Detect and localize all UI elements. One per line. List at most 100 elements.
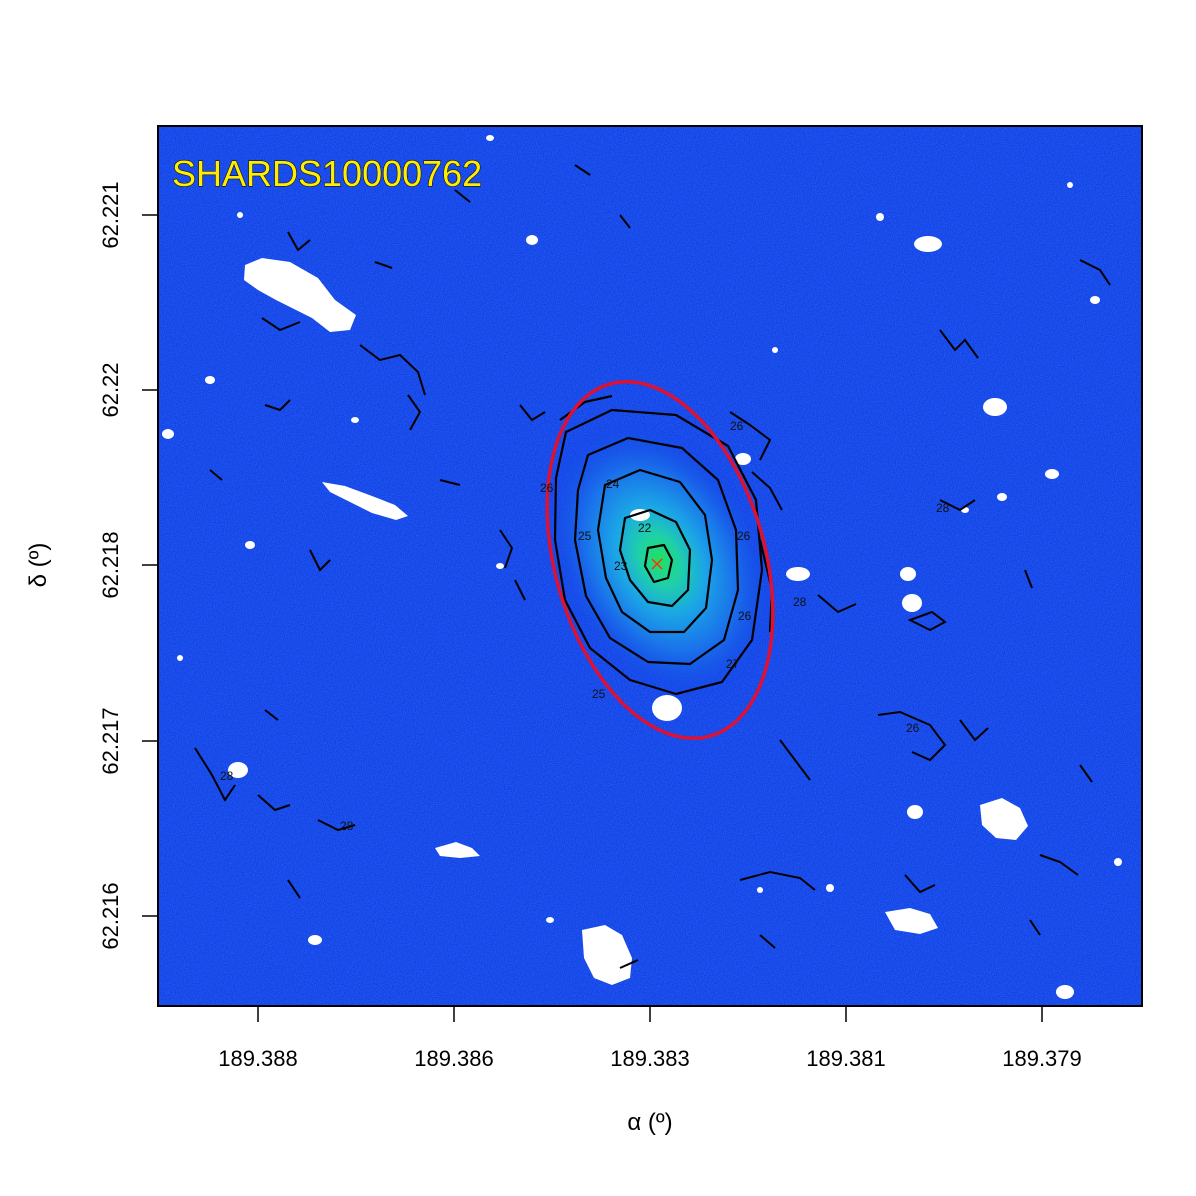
masked-region	[435, 842, 480, 858]
contour-label: 28	[340, 819, 354, 833]
masked-regions	[162, 135, 1122, 999]
contour-fragment	[759, 934, 776, 949]
masked-region	[757, 887, 763, 893]
masked-region	[546, 917, 554, 923]
contour-fragment	[1079, 764, 1093, 783]
x-tick-label: 189.381	[806, 1046, 886, 1071]
contour-label: 26	[906, 721, 920, 735]
contour-fragment	[817, 594, 857, 614]
masked-region	[237, 212, 243, 218]
contour-fragment	[257, 794, 291, 812]
masked-region	[177, 655, 183, 661]
masked-region	[885, 908, 938, 934]
contour-fragment	[877, 710, 947, 762]
masked-region	[772, 347, 778, 353]
contour-fragment	[359, 344, 426, 396]
masked-region	[1067, 182, 1073, 188]
masked-region	[876, 213, 884, 221]
masked-region	[902, 594, 922, 612]
contour-label: 28	[793, 595, 807, 609]
contour-fragment	[729, 411, 772, 461]
x-axis: 189.388 189.386 189.383 189.381 189.379 …	[218, 1005, 1082, 1136]
x-tick-label: 189.379	[1002, 1046, 1082, 1071]
contour-fragment	[1024, 569, 1033, 589]
aperture-ellipse	[545, 379, 775, 741]
masked-region	[907, 805, 923, 819]
contour-fragment	[407, 394, 422, 431]
contour-fragment	[739, 870, 816, 891]
contour-line	[553, 408, 764, 696]
contour-fragment	[907, 610, 947, 632]
contour-fragment	[499, 529, 514, 569]
contour-fragment	[619, 214, 631, 229]
contour-label: 23	[614, 559, 628, 573]
x-tick-label: 189.383	[610, 1046, 690, 1071]
masked-region	[1090, 296, 1100, 304]
contour-fragment	[939, 329, 979, 359]
masked-region	[826, 884, 834, 892]
contour-fragment	[939, 499, 976, 512]
contour-fragment	[1039, 854, 1079, 876]
contour-label: 25	[592, 687, 606, 701]
contour-fragment	[209, 469, 223, 481]
contour-fragment	[779, 739, 811, 781]
y-tick-label: 62.217	[98, 707, 123, 774]
contour-line	[559, 394, 613, 421]
contour-label: 26	[738, 609, 752, 623]
contour-fragment	[261, 317, 301, 332]
masked-region	[900, 567, 916, 581]
contour-line	[573, 436, 740, 666]
contour-fragment	[1079, 259, 1111, 286]
contour-fragment	[959, 719, 989, 742]
contour-fragment	[454, 189, 471, 203]
contour-fragment	[439, 479, 461, 486]
x-axis-title: α (º)	[627, 1109, 672, 1136]
noise-contours	[194, 164, 1111, 969]
contour-label: 24	[606, 477, 620, 491]
contour-label: 22	[638, 521, 652, 535]
contour-line	[618, 508, 692, 608]
contour-fragment	[264, 399, 291, 412]
masked-region	[582, 925, 632, 985]
contour-fragment	[194, 747, 236, 802]
contour-fragment	[287, 879, 301, 899]
contour-label: 28	[936, 501, 950, 515]
y-axis-title: δ (º)	[25, 543, 52, 588]
contour-line	[643, 543, 674, 584]
contour-label: 26	[737, 529, 751, 543]
image-panel: 22 23 24 25 26 27 28 26 25 26 28 26 28 2…	[158, 126, 1142, 1006]
y-tick-label: 62.22	[98, 362, 123, 417]
object-id-label: SHARDS10000762	[172, 153, 482, 194]
x-tick-label: 189.388	[218, 1046, 298, 1071]
masked-region	[652, 695, 682, 721]
masked-region	[162, 429, 174, 439]
masked-region	[997, 493, 1007, 501]
contour-fragment	[317, 819, 356, 832]
contour-fragment	[751, 471, 783, 511]
masked-region	[245, 541, 255, 549]
contour-fragment	[904, 874, 936, 894]
y-tick-label: 62.218	[98, 531, 123, 598]
contour-fragment	[514, 579, 526, 601]
y-axis: 62.221 62.22 62.218 62.217 62.216 δ (º)	[25, 181, 159, 950]
y-tick-label: 62.221	[98, 181, 123, 248]
masked-region	[526, 235, 538, 245]
contour-fragment	[1029, 919, 1041, 936]
contour-fragment	[287, 231, 311, 252]
contour-label: 25	[578, 529, 592, 543]
masked-region	[244, 258, 356, 332]
contour-fragment	[309, 549, 331, 572]
masked-region	[983, 398, 1007, 416]
masked-region	[486, 135, 494, 141]
contour-fragment	[519, 404, 546, 422]
contour-fragment	[574, 164, 591, 176]
masked-region	[228, 762, 248, 778]
contour-fragment	[264, 709, 279, 721]
masked-region	[322, 482, 408, 520]
x-tick-label: 189.386	[414, 1046, 494, 1071]
masked-region	[1114, 858, 1122, 866]
masked-region	[735, 453, 751, 465]
masked-region	[786, 567, 810, 581]
masked-region	[308, 935, 322, 945]
